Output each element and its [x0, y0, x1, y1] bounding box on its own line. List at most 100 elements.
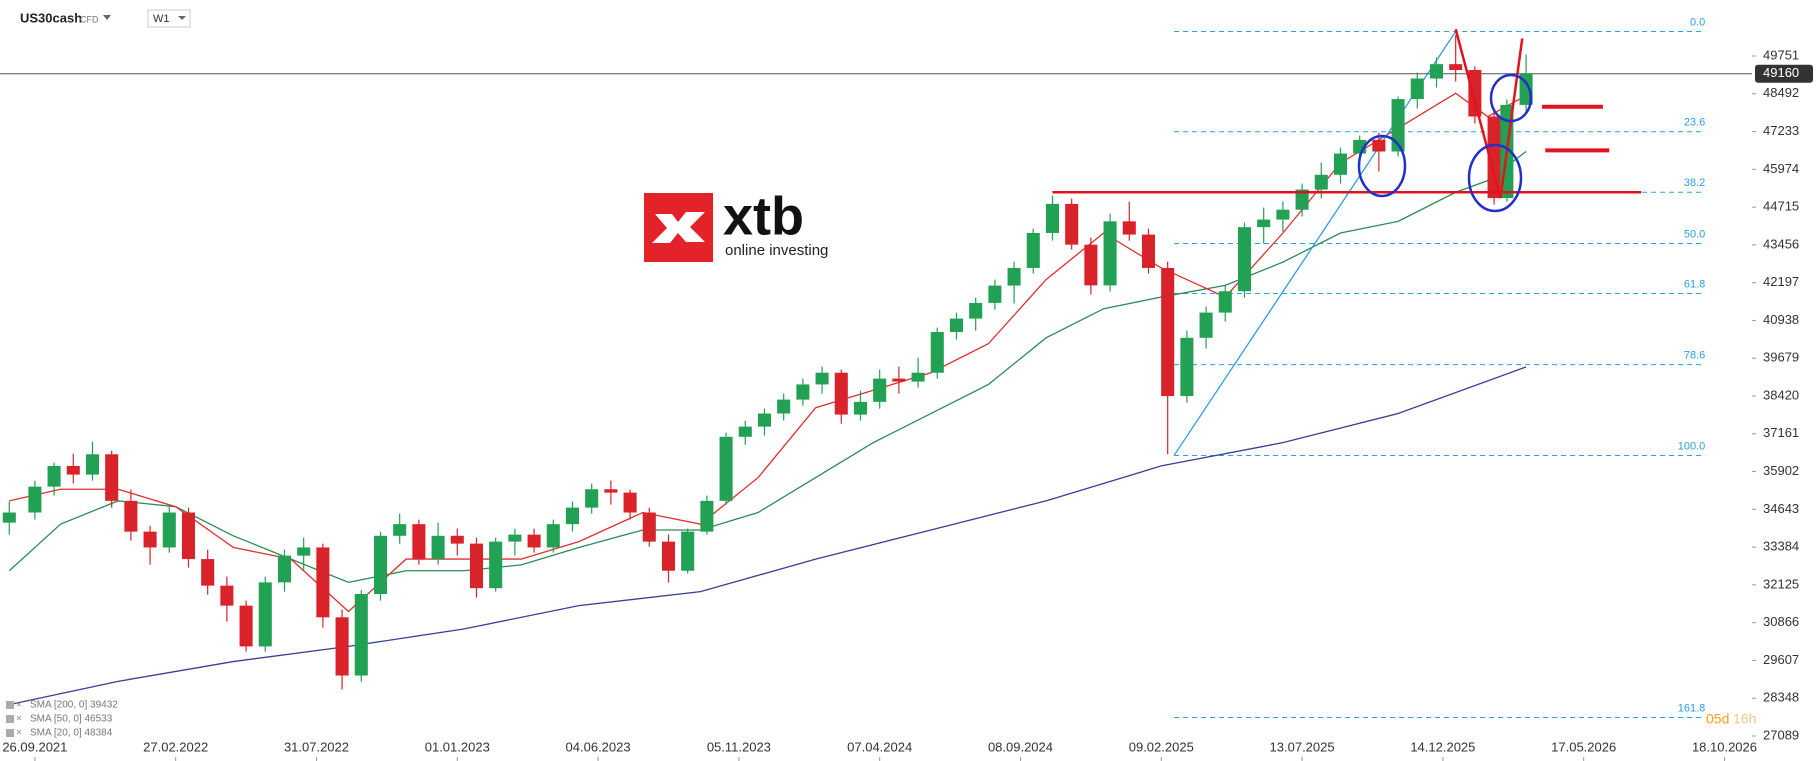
symbol-dropdown[interactable] — [103, 15, 111, 20]
candle-body — [681, 531, 695, 571]
y-tick-label: 35902 — [1763, 463, 1799, 478]
fib-label: 78.6 — [1684, 349, 1705, 361]
candle-body — [892, 378, 906, 382]
legend-close: × — [16, 728, 22, 739]
candle-body — [1237, 227, 1252, 292]
highlight-circle — [1489, 73, 1533, 123]
candle-body — [815, 372, 829, 385]
y-tick-label: 28348 — [1763, 690, 1799, 705]
candle-body — [527, 534, 541, 548]
x-tick-label: 04.06.2023 — [566, 739, 631, 754]
candle-body — [834, 372, 848, 415]
fib-label: 100.0 — [1678, 440, 1706, 452]
candle-body — [1257, 219, 1271, 228]
candle-body — [1487, 116, 1501, 199]
candle-body — [508, 534, 522, 542]
y-tick-label: 44715 — [1763, 199, 1799, 214]
candle-body — [873, 378, 887, 402]
candle-body — [1218, 291, 1232, 313]
y-tick-label: 32125 — [1763, 576, 1799, 591]
candle-body — [489, 541, 503, 589]
legend-close: × — [16, 700, 22, 711]
sketch-line — [1454, 28, 1524, 199]
legend-close: × — [16, 714, 22, 725]
candle-body — [2, 512, 16, 523]
y-tick-label: 45974 — [1763, 161, 1799, 176]
candle-body — [1141, 234, 1156, 268]
x-tick-label: 09.02.2025 — [1129, 739, 1194, 754]
candle-body — [1103, 221, 1117, 286]
candle-body — [181, 512, 196, 560]
candle-body — [1429, 64, 1444, 79]
candle-body — [1519, 73, 1533, 105]
candle-body — [1084, 244, 1098, 286]
y-tick-label: 42197 — [1763, 274, 1799, 289]
candle-body — [143, 531, 157, 548]
logo-name: xtb — [723, 186, 804, 246]
candle-body — [1391, 99, 1405, 152]
candle-body — [949, 318, 964, 332]
candle-body — [623, 492, 637, 513]
x-tick-label: 08.09.2024 — [988, 739, 1053, 754]
candle-body — [1333, 153, 1348, 175]
candle-body — [335, 617, 349, 676]
candle-body — [373, 535, 388, 595]
x-tick-label: 26.09.2021 — [2, 739, 67, 754]
x-tick-label: 13.07.2025 — [1270, 739, 1335, 754]
legend-label[interactable]: SMA [20, 0] 48384 — [30, 728, 113, 739]
fib-label: 23.6 — [1684, 117, 1705, 129]
sma-line — [9, 92, 1520, 613]
legend-icon — [6, 701, 14, 709]
symbol[interactable]: US30cash — [20, 10, 82, 25]
candle-body — [393, 524, 407, 536]
candle-body — [1180, 337, 1194, 397]
candle-body — [220, 585, 234, 606]
candle-body — [1161, 267, 1175, 397]
candle-body — [757, 413, 772, 427]
candle-body — [258, 582, 272, 647]
candle-body — [1449, 64, 1463, 70]
y-tick-label: 39679 — [1763, 350, 1799, 365]
x-tick-label: 18.10.2026 — [1692, 739, 1757, 754]
candle-body — [1065, 203, 1079, 245]
candle-body — [105, 454, 119, 501]
candle-body — [1007, 267, 1021, 286]
current-price-label: 49160 — [1763, 65, 1799, 80]
candle-body — [1468, 69, 1482, 117]
y-tick-label: 49751 — [1763, 47, 1799, 62]
sma-line — [9, 366, 1527, 706]
x-tick-label: 27.02.2022 — [143, 739, 208, 754]
candle-body — [565, 507, 580, 525]
candle-body — [911, 372, 925, 382]
candle-body — [969, 302, 983, 319]
timeframe-dropdown[interactable] — [178, 16, 186, 20]
y-tick-label: 33384 — [1763, 539, 1799, 554]
legend-label[interactable]: SMA [200, 0] 39432 — [30, 700, 118, 711]
x-tick-label: 31.07.2022 — [284, 739, 349, 754]
candle-body — [777, 399, 791, 414]
y-tick-label: 48492 — [1763, 85, 1799, 100]
candle-body — [1199, 312, 1213, 338]
candle-body — [1295, 189, 1309, 210]
candle-body — [1276, 209, 1290, 220]
candle-body — [124, 500, 138, 532]
x-tick-label: 05.11.2023 — [707, 739, 771, 754]
price-axis — [1752, 0, 1816, 761]
instrument-type: CFD — [80, 14, 99, 24]
candle-body — [412, 524, 426, 560]
y-tick-label: 40938 — [1763, 312, 1799, 327]
timeframe[interactable]: W1 — [153, 13, 170, 25]
candle-body — [1372, 139, 1386, 152]
x-tick-label: 14.12.2025 — [1410, 739, 1475, 754]
candle-body — [738, 426, 752, 437]
candle-body — [85, 454, 100, 475]
legend-label[interactable]: SMA [50, 0] 46533 — [30, 714, 113, 725]
candle-body — [853, 401, 868, 415]
candle-body — [1314, 174, 1328, 190]
y-tick-label: 34643 — [1763, 501, 1799, 516]
candle-body — [604, 489, 618, 493]
timeframe-box[interactable] — [147, 9, 191, 28]
